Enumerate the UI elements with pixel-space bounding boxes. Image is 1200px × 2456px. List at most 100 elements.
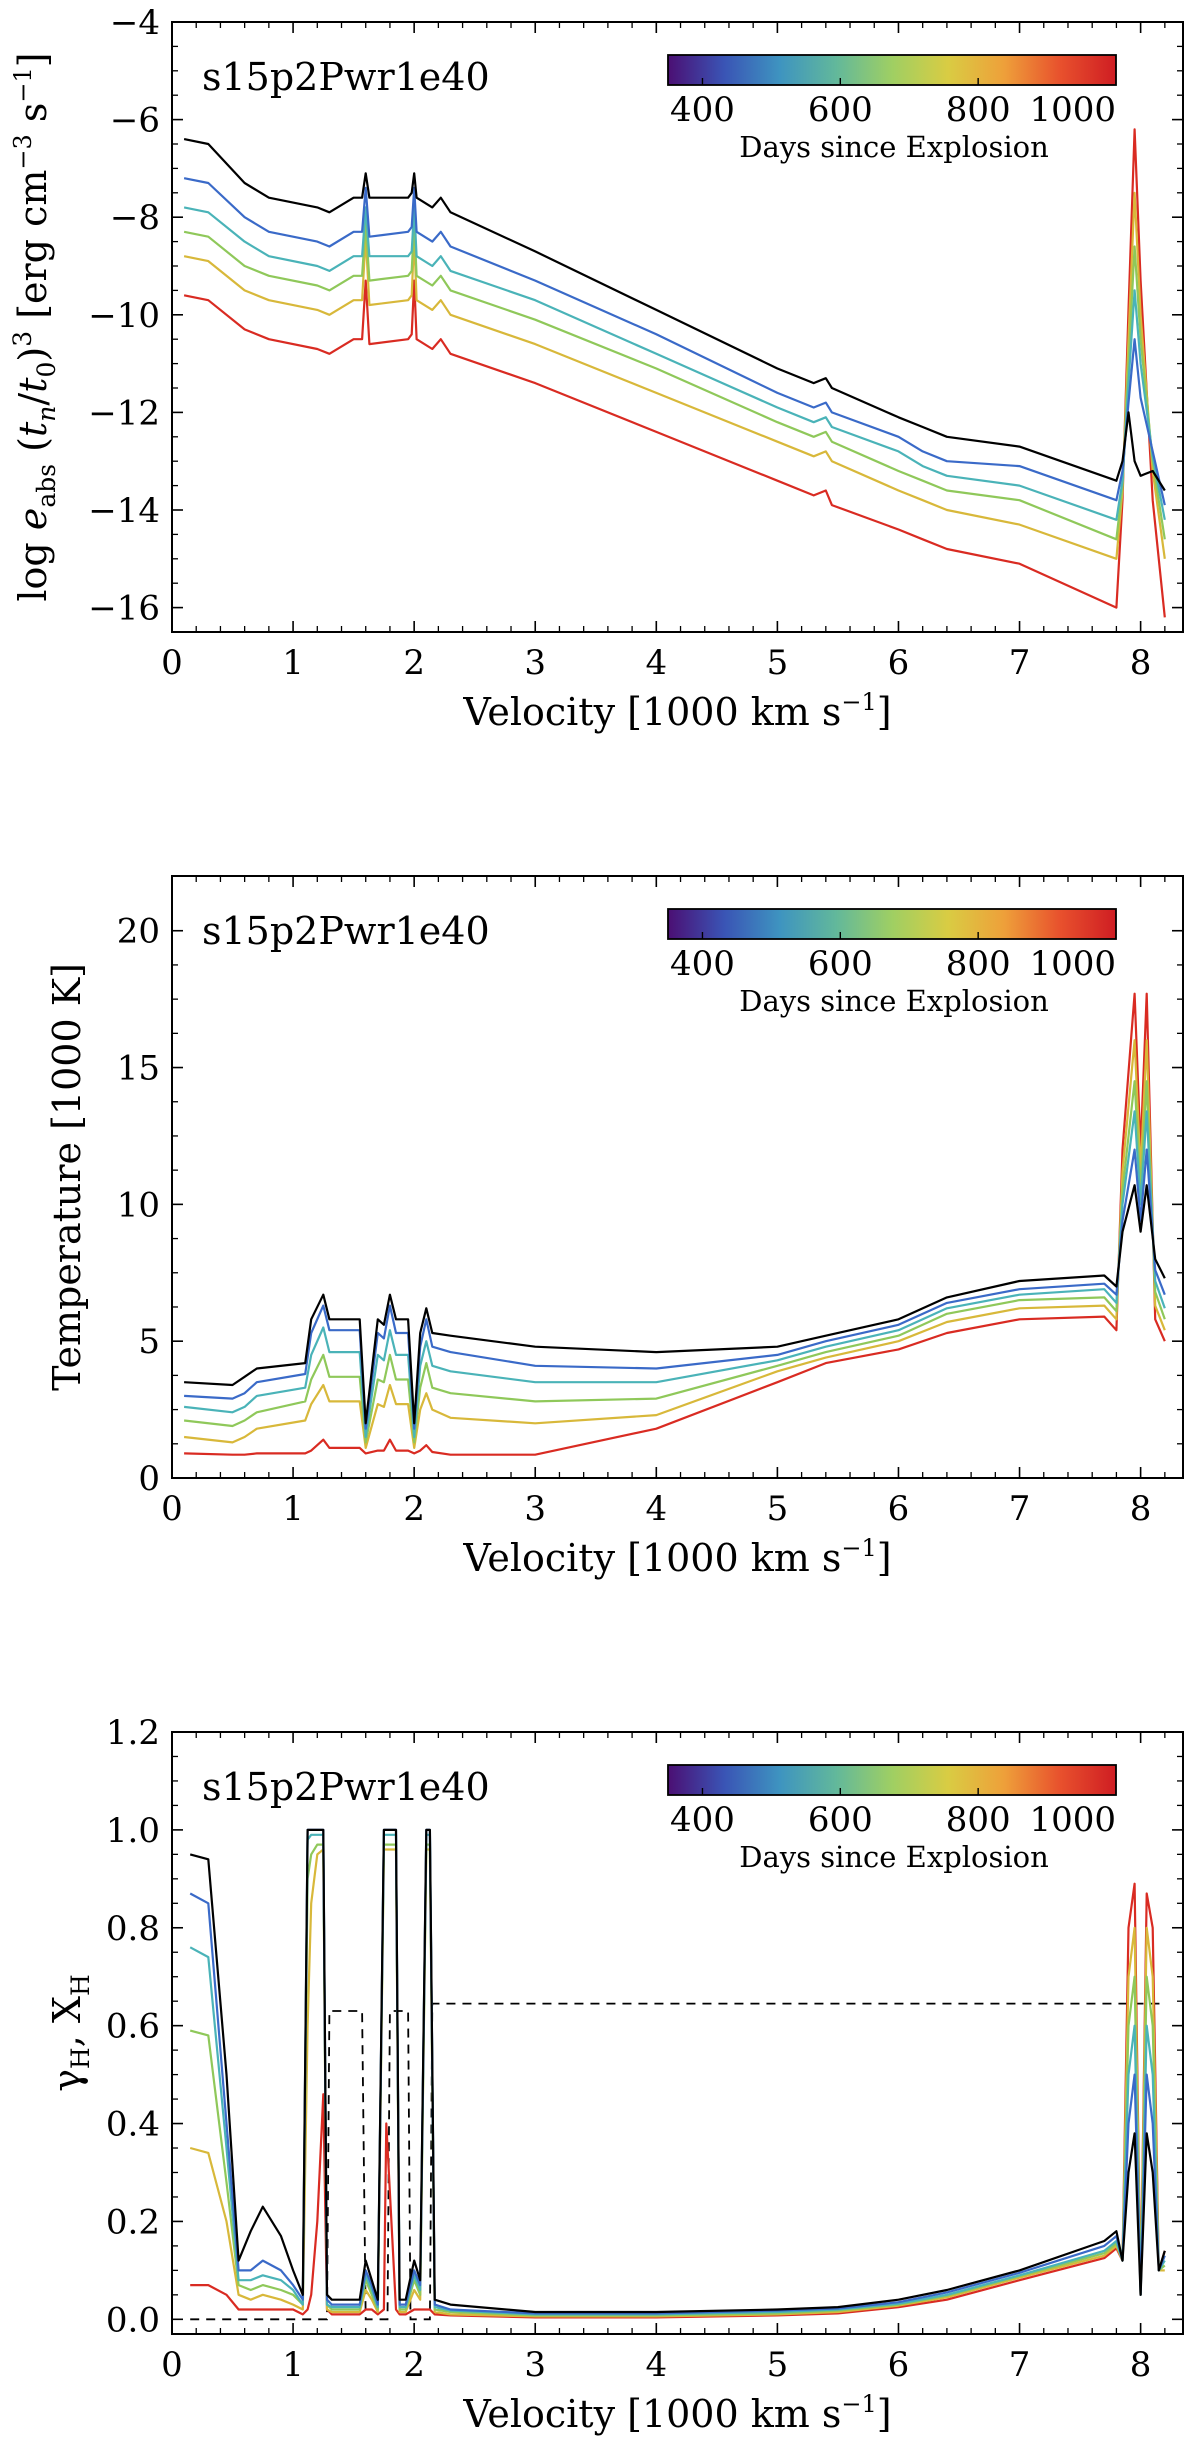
- y-tick-label: 0.4: [106, 2105, 160, 2145]
- series-line-red: [184, 992, 1166, 1456]
- series-line-black: [184, 1184, 1166, 1425]
- series-line-black: [183, 138, 1166, 492]
- y-tick-label: 0.8: [106, 1909, 160, 1949]
- series-line-teal: [189, 1833, 1166, 2316]
- y-tick-label: −8: [110, 198, 160, 238]
- y-axis: 0 5 10 15 20: [117, 912, 1183, 1499]
- colorbar-tick-label: 800: [946, 1800, 1011, 1840]
- colorbar-tick-label: 1000: [1029, 90, 1116, 130]
- colorbar-label: Days since Explosion: [739, 984, 1049, 1018]
- series-line-teal: [183, 206, 1166, 521]
- y-tick-label: 1.2: [106, 1713, 160, 1753]
- x-axis-label: Velocity [1000 km s−1]: [462, 1534, 891, 1580]
- chart-panel-2: 0 1 2 3 4 5 6 7 8 0 5 10 15 20 Velocity [1000 km s−1] T…: [45, 875, 1184, 1580]
- series-line-blue: [189, 1828, 1166, 2315]
- x-tick-label: 2: [403, 643, 425, 683]
- y-tick-label: −4: [110, 3, 160, 43]
- colorbar-bar: [667, 908, 1117, 940]
- colorbar-label: Days since Explosion: [739, 130, 1049, 164]
- y-tick-label: −14: [88, 491, 160, 531]
- x-tick-label: 4: [645, 2345, 667, 2385]
- colorbar-tick-label: 800: [946, 90, 1011, 130]
- series-line-green: [189, 1843, 1166, 2317]
- colorbar-tick-label: 1000: [1029, 944, 1116, 984]
- colorbar-bar: [667, 1764, 1117, 1796]
- model-label: s15p2Pwr1e40: [202, 55, 490, 99]
- x-tick-label: 5: [767, 643, 789, 683]
- y-tick-label: 5: [138, 1322, 160, 1362]
- x-tick-label: 1: [282, 2345, 304, 2385]
- x-axis: 0 1 2 3 4 5 6 7 8: [161, 876, 1166, 1529]
- x-tick-label: 8: [1130, 643, 1152, 683]
- x-tick-label: 3: [524, 1489, 546, 1529]
- colorbar-tick-label: 600: [808, 90, 873, 130]
- model-label: s15p2Pwr1e40: [202, 909, 490, 953]
- x-tick-label: 3: [524, 2345, 546, 2385]
- y-tick-label: −10: [88, 296, 160, 336]
- x-tick-label: 0: [161, 1489, 183, 1529]
- x-axis-label: Velocity [1000 km s−1]: [462, 688, 891, 734]
- colorbar-tick-label: 600: [808, 1800, 873, 1840]
- x-tick-label: 6: [888, 643, 910, 683]
- x-tick-label: 5: [767, 2345, 789, 2385]
- series-group: [189, 1828, 1166, 2321]
- x-tick-label: 2: [403, 1489, 425, 1529]
- y-tick-label: 0.2: [106, 2202, 160, 2242]
- series-line-teal: [183, 1110, 1166, 1439]
- y-axis-label: log eabs (tn/t0)3 [erg cm−3 s−1]: [8, 52, 61, 601]
- colorbar-tick-label: 400: [670, 90, 735, 130]
- colorbar-label: Days since Explosion: [739, 1840, 1049, 1874]
- y-tick-label: −16: [88, 589, 160, 629]
- x-tick-label: 1: [282, 643, 304, 683]
- colorbar-tick-label: 600: [808, 944, 873, 984]
- x-tick-label: 5: [767, 1489, 789, 1529]
- x-tick-label: 8: [1130, 1489, 1152, 1529]
- y-tick-label: −6: [110, 101, 160, 141]
- series-line-green: [183, 1080, 1166, 1444]
- y-tick-label: 15: [117, 1049, 160, 1089]
- series-line-black: [189, 1828, 1166, 2314]
- series-line-blue: [183, 177, 1166, 506]
- series-line-green: [183, 221, 1166, 541]
- y-tick-label: −12: [88, 393, 160, 433]
- chart-panel-1: 0 1 2 3 4 5 6 7 8 −4 −6 −8 −10 −12 −14 −16 Velocity [100…: [8, 3, 1184, 734]
- x-tick-label: 7: [1009, 643, 1031, 683]
- x-axis: 0 1 2 3 4 5 6 7 8: [161, 1732, 1166, 2385]
- y-axis: 0.0 0.2 0.4 0.6 0.8 1.0 1.2: [106, 1713, 1183, 2340]
- colorbar-bar: [667, 54, 1117, 86]
- y-axis-label: γH, XH: [45, 1974, 95, 2092]
- x-tick-label: 7: [1009, 2345, 1031, 2385]
- series-line-yellow: [183, 191, 1166, 560]
- x-tick-label: 8: [1130, 2345, 1152, 2385]
- series-line-red: [190, 1882, 1166, 2319]
- series-line-yellow: [189, 1848, 1165, 2318]
- plot-frame: [171, 21, 1184, 633]
- series-line-red: [183, 128, 1166, 618]
- y-tick-label: 0.6: [106, 2007, 160, 2047]
- x-tick-label: 2: [403, 2345, 425, 2385]
- y-tick-label: 1.0: [106, 1811, 160, 1851]
- x-tick-label: 3: [524, 643, 546, 683]
- colorbar-tick-label: 400: [670, 1800, 735, 1840]
- model-label: s15p2Pwr1e40: [202, 1765, 490, 1809]
- x-axis: 0 1 2 3 4 5 6 7 8: [161, 22, 1166, 683]
- x-tick-label: 0: [161, 2345, 183, 2385]
- series-group: [183, 992, 1166, 1456]
- x-tick-label: 4: [645, 643, 667, 683]
- y-axis: −4 −6 −8 −10 −12 −14 −16: [88, 3, 1183, 629]
- y-tick-label: 20: [117, 912, 160, 952]
- y-tick-label: 10: [117, 1185, 160, 1225]
- x-tick-label: 0: [161, 643, 183, 683]
- x-tick-label: 6: [888, 1489, 910, 1529]
- colorbar-tick-label: 400: [670, 944, 735, 984]
- chart-panel-3: 0 1 2 3 4 5 6 7 8 0.0 0.2 0.4 0.6 0.8 1.0 1.2 Velocity […: [45, 1713, 1184, 2436]
- series-group: [183, 128, 1166, 618]
- colorbar-tick-label: 800: [946, 944, 1011, 984]
- x-tick-label: 1: [282, 1489, 304, 1529]
- plot-frame: [171, 875, 1184, 1479]
- series-line-blue: [184, 1148, 1166, 1430]
- x-tick-label: 4: [645, 1489, 667, 1529]
